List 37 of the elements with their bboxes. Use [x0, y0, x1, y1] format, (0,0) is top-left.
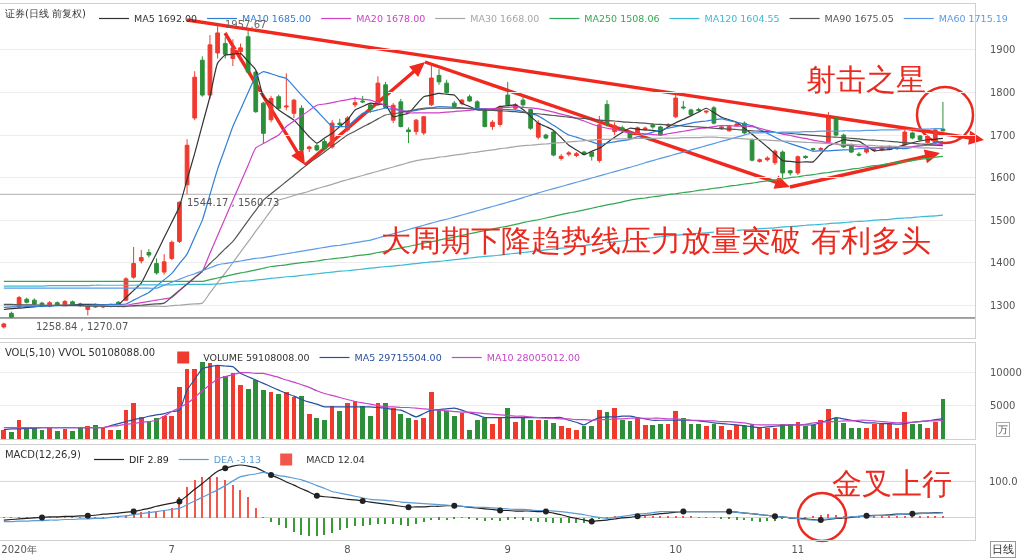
y-tick-label: 1300: [990, 299, 1016, 311]
x-tick-label: 9: [504, 544, 511, 555]
y-tick-label: 1800: [990, 87, 1016, 98]
y-tick-label: 1500: [990, 214, 1016, 226]
legend-label: MA30 1668.00: [470, 13, 540, 25]
y-tick-label: 10000: [990, 366, 1022, 378]
y-tick-label: 5000: [990, 400, 1016, 411]
legend-label: VOLUME 59108008.00: [203, 352, 310, 364]
legend-label: MA250 1508.06: [584, 13, 660, 25]
y-tick-label: 1600: [990, 172, 1016, 184]
legend-label: MA5 1692.00: [134, 13, 198, 25]
x-tick-label: 11: [791, 544, 805, 555]
legend-label: DIF 2.89: [128, 454, 169, 466]
y-tick-label: 1400: [990, 257, 1016, 269]
legend-title: VOL(5,10) VVOL 50108088.00: [4, 347, 156, 358]
legend-label: MA60 1715.19: [938, 13, 1008, 25]
x-tick-label: 2020年: [1, 544, 37, 555]
legend-label: MACD 12.04: [306, 454, 365, 466]
legend-title: MACD(12,26,9): [4, 449, 81, 460]
legend-label: MA20 1678.00: [356, 13, 426, 25]
legend-label: MA5 29715504.00: [354, 352, 442, 364]
x-tick-label: 8: [344, 544, 351, 555]
ref-line-label: 1258.84 , 1270.07: [36, 321, 129, 332]
x-tick-label: 10: [669, 544, 683, 555]
legend-label: MA90 1675.05: [824, 13, 894, 25]
x-tick-label: 7: [168, 544, 175, 555]
y-tick-label: 1900: [990, 44, 1016, 56]
legend-label: MA10 28005012.00: [486, 352, 580, 364]
legend-title: 证券(日线 前复权): [4, 8, 87, 19]
annotation: 射击之星: [806, 62, 926, 97]
legend-label: MA120 1604.55: [704, 13, 780, 25]
y-tick-label: 1700: [990, 129, 1016, 141]
legend-label: DEA -3.13: [213, 454, 262, 466]
y-axis-title: 万: [998, 424, 1008, 435]
text: 日线: [992, 543, 1014, 556]
annotation: 金叉上行: [832, 466, 952, 501]
text: 100.0: [989, 476, 1018, 487]
